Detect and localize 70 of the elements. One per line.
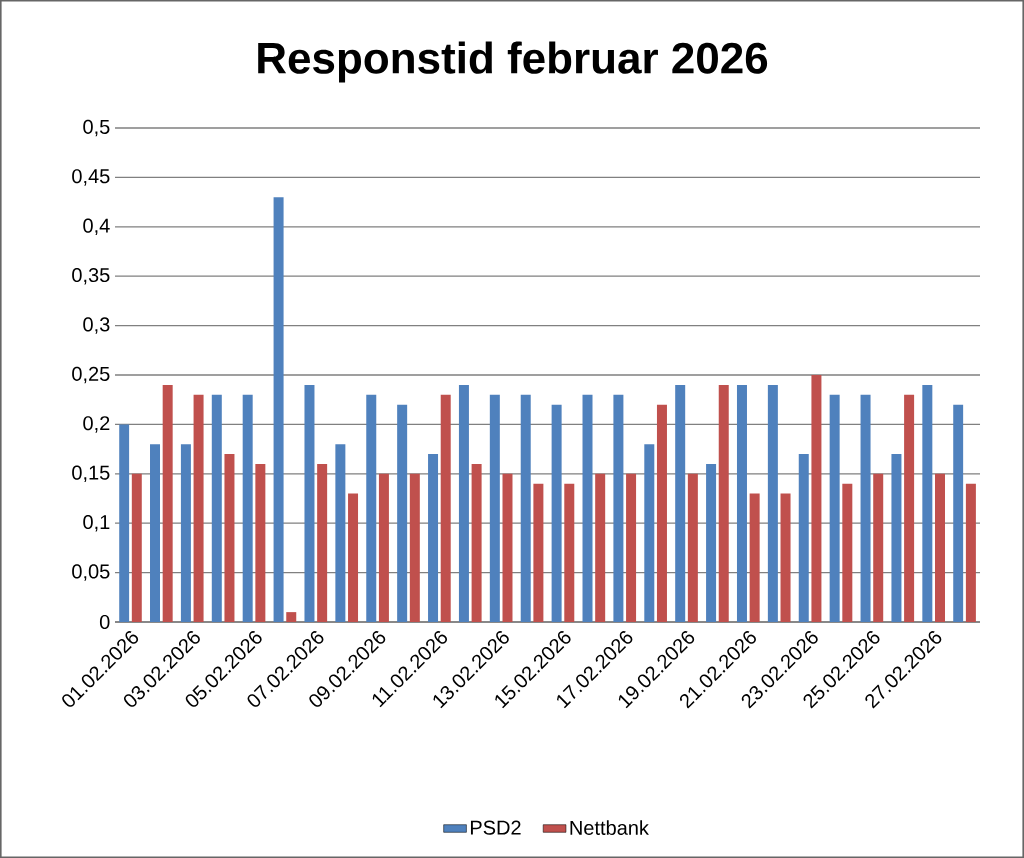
bar (706, 463, 717, 622)
bar (471, 463, 482, 622)
bar (798, 454, 809, 622)
bar (366, 394, 377, 622)
bar (953, 404, 964, 622)
bar (582, 394, 593, 622)
bar (458, 384, 469, 622)
bar (224, 454, 235, 622)
chart-title: Responstid februar 2026 (258, 41, 768, 83)
bar (180, 444, 191, 622)
bar (317, 463, 328, 622)
bar (935, 473, 945, 622)
bar (286, 612, 297, 622)
bar (613, 394, 624, 622)
y-tick-label: 0,15 (72, 465, 110, 483)
bar (829, 394, 840, 622)
y-tick-label: 0,35 (72, 267, 110, 285)
bar (440, 394, 451, 622)
bar (891, 454, 902, 622)
y-tick-label: 0 (99, 614, 110, 630)
bar (502, 473, 513, 622)
bar (551, 404, 562, 622)
bar (131, 473, 142, 622)
bar (718, 384, 729, 622)
y-tick-label: 0,25 (72, 366, 110, 384)
bar (749, 493, 760, 622)
bar (489, 394, 500, 622)
bar (273, 197, 284, 622)
bar (780, 493, 791, 622)
bar (397, 404, 408, 622)
bar (595, 473, 606, 622)
bar (687, 473, 698, 622)
bar (255, 463, 266, 622)
bar (767, 384, 778, 622)
y-tick-label: 0,45 (72, 169, 110, 186)
legend-label: Nettbank (570, 820, 649, 835)
bar (304, 384, 315, 622)
bar (533, 483, 544, 622)
bar (644, 444, 655, 622)
bar (409, 473, 420, 622)
bar (119, 424, 130, 622)
bar (965, 483, 976, 622)
bar (211, 394, 222, 622)
bar (873, 473, 884, 622)
bar (656, 404, 667, 622)
y-tick-label: 0,4 (83, 218, 110, 236)
bar (428, 454, 439, 622)
bar (242, 394, 253, 622)
bar (378, 473, 389, 622)
y-tick-label: 0,05 (72, 564, 110, 581)
bar (348, 493, 359, 622)
y-tick-label: 0,1 (83, 514, 110, 532)
bar (335, 444, 346, 622)
y-tick-label: 0,5 (83, 119, 110, 137)
bar (860, 394, 871, 622)
bar (675, 384, 686, 622)
y-tick-label: 0,3 (83, 317, 110, 334)
bar (842, 483, 853, 622)
bar (904, 394, 915, 622)
bar (162, 384, 173, 622)
bar (922, 384, 933, 622)
bar (150, 444, 161, 622)
bar (736, 384, 747, 622)
y-tick-label: 0,2 (83, 416, 110, 433)
bar (520, 394, 531, 622)
bar (193, 394, 204, 622)
bar (564, 483, 575, 622)
legend-label: PSD2 (470, 820, 521, 835)
bar (811, 375, 822, 622)
bar (626, 473, 637, 622)
